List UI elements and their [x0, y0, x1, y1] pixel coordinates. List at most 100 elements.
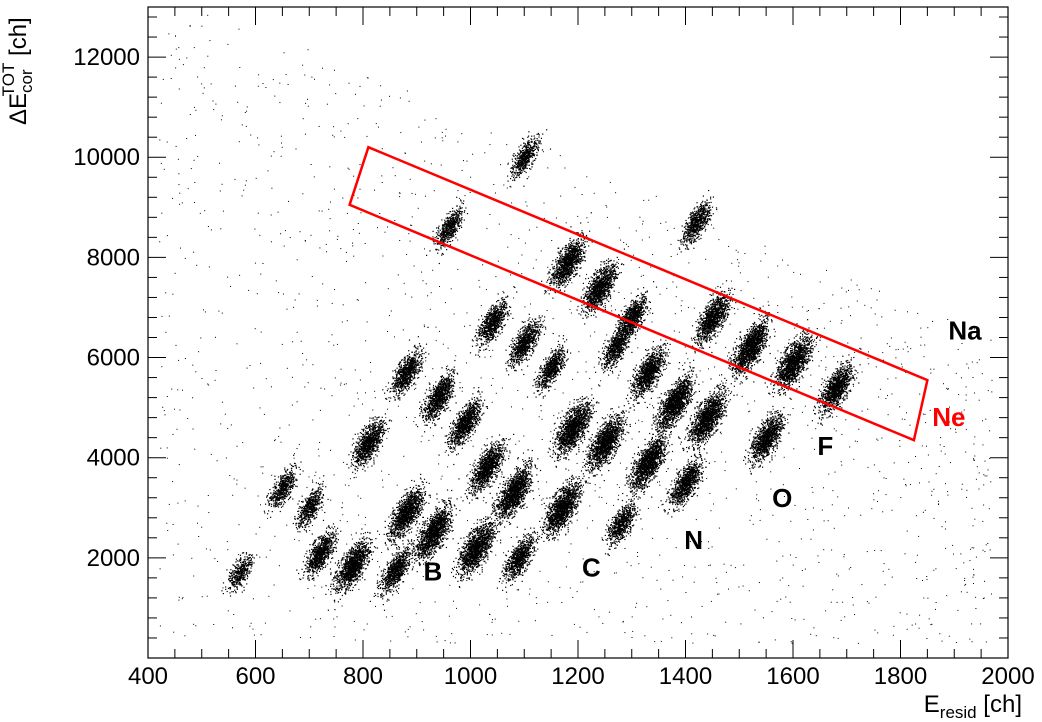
point [354, 574, 356, 576]
point [385, 577, 387, 579]
point [424, 530, 426, 532]
point [484, 543, 486, 545]
point [382, 582, 385, 584]
point [435, 551, 437, 553]
point [397, 580, 399, 582]
point [423, 543, 425, 545]
point [426, 520, 428, 522]
point [476, 552, 478, 554]
point [432, 544, 434, 546]
point [390, 561, 392, 563]
point [363, 567, 365, 569]
point [468, 541, 470, 543]
point [488, 541, 490, 543]
point [427, 548, 429, 550]
point [395, 558, 398, 560]
point [439, 525, 441, 527]
point [354, 550, 356, 553]
point [433, 542, 435, 544]
point [387, 574, 389, 576]
point [408, 559, 410, 561]
point [388, 572, 390, 574]
point [368, 547, 370, 549]
point [354, 562, 356, 564]
point [371, 558, 373, 560]
point [466, 540, 469, 542]
point [437, 539, 439, 541]
point [340, 587, 342, 589]
point [395, 559, 397, 561]
point [339, 598, 341, 600]
point [345, 564, 347, 566]
point [466, 569, 468, 571]
point [333, 580, 335, 582]
point [450, 504, 452, 506]
point [369, 546, 371, 548]
point [419, 544, 421, 546]
point [350, 579, 352, 581]
point [398, 580, 400, 582]
point [348, 566, 350, 568]
point [338, 589, 340, 591]
point [423, 522, 425, 524]
point [445, 517, 448, 519]
point [343, 571, 345, 573]
point [485, 539, 487, 541]
point [449, 501, 451, 503]
point [420, 555, 422, 557]
point [467, 554, 470, 556]
point [473, 555, 475, 557]
point [481, 531, 483, 533]
point [352, 572, 354, 574]
point [356, 557, 358, 560]
point [390, 567, 392, 569]
point [494, 524, 496, 526]
point [390, 591, 392, 593]
point [390, 584, 393, 586]
point [347, 575, 350, 577]
point [419, 542, 421, 544]
point [439, 537, 441, 539]
point [396, 568, 398, 571]
point [397, 578, 399, 580]
point [492, 529, 494, 531]
point [350, 549, 352, 551]
point [469, 557, 472, 560]
point [352, 579, 354, 581]
point [436, 511, 438, 513]
point [487, 553, 489, 555]
point [383, 609, 386, 611]
point [387, 587, 389, 589]
point [354, 566, 356, 569]
point [439, 521, 441, 523]
point [441, 521, 443, 523]
point [457, 558, 460, 561]
point [345, 588, 347, 591]
point [346, 572, 348, 574]
point [352, 548, 355, 550]
point [354, 558, 356, 560]
point [409, 548, 411, 550]
point [344, 580, 346, 582]
point [359, 558, 361, 561]
point [397, 555, 399, 557]
point [442, 525, 444, 527]
point [448, 511, 450, 513]
point [467, 567, 469, 569]
point [432, 520, 434, 522]
point [339, 572, 342, 574]
point [346, 563, 348, 565]
point [425, 543, 427, 546]
point [471, 561, 473, 563]
point [443, 531, 445, 533]
point [460, 579, 462, 582]
point [483, 517, 485, 519]
point [389, 570, 391, 572]
point [434, 547, 436, 549]
point [461, 551, 464, 553]
point [434, 534, 436, 536]
point [416, 549, 419, 551]
point [446, 528, 448, 530]
point [447, 520, 449, 522]
point [425, 532, 427, 534]
